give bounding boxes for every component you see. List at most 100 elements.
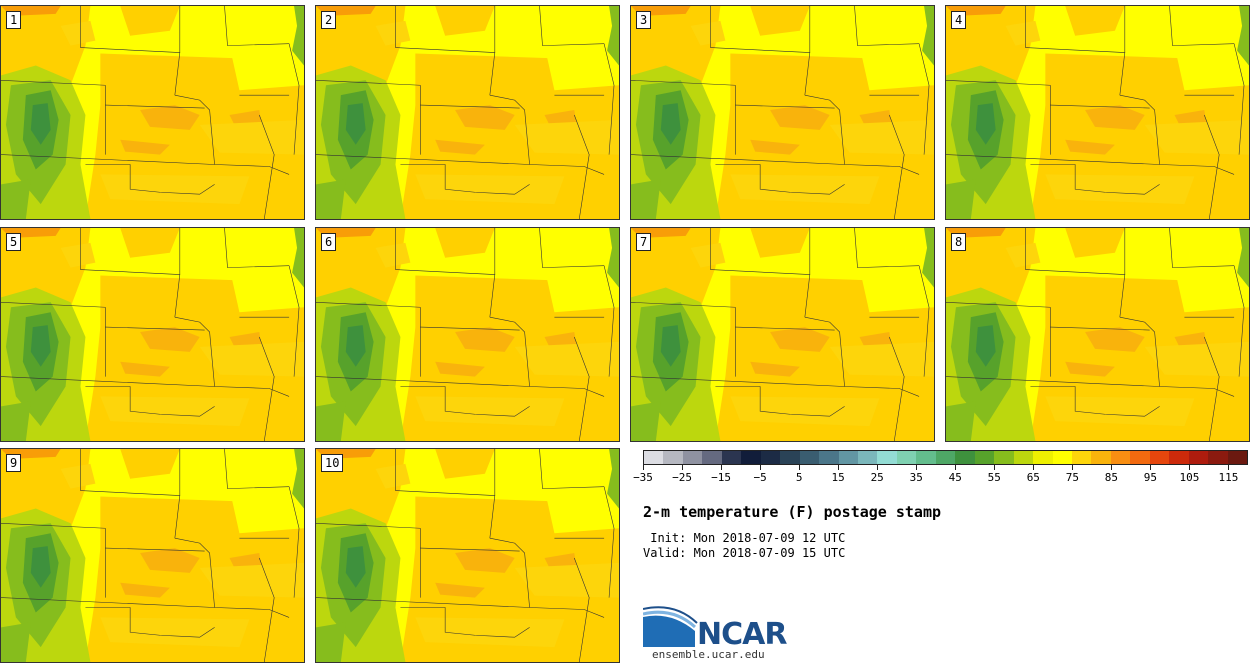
colorbar-tick-label: 35 <box>909 471 923 484</box>
colorbar-swatch <box>877 451 897 464</box>
map-image <box>1 228 304 441</box>
colorbar-swatch <box>644 451 664 464</box>
colorbar-swatch <box>1188 451 1209 464</box>
map-image <box>1 449 304 662</box>
colorbar-swatch <box>1071 451 1092 464</box>
colorbar-swatch <box>702 451 722 464</box>
colorbar-tick <box>877 465 879 470</box>
colorbar-tick <box>1228 465 1230 470</box>
colorbar-swatch <box>682 451 703 464</box>
init-time: Init: Mon 2018-07-09 12 UTC <box>643 531 846 545</box>
stamp-panel[interactable]: 4 <box>945 5 1250 220</box>
colorbar-tick-label: 25 <box>870 471 884 484</box>
colorbar-tick <box>682 465 684 470</box>
stamp-label: 2 <box>321 11 337 29</box>
colorbar-tick-label: 5 <box>795 471 803 484</box>
colorbar-swatch <box>1033 451 1053 464</box>
colorbar-tick <box>721 465 723 470</box>
colorbar-tick-label: −25 <box>672 471 692 484</box>
colorbar-swatch <box>1208 451 1228 464</box>
colorbar-swatch <box>1149 451 1170 464</box>
colorbar-tick-label: 115 <box>1218 471 1239 484</box>
colorbar-tick <box>799 465 801 470</box>
colorbar-swatch <box>760 451 781 464</box>
colorbar-tick <box>760 465 762 470</box>
colorbar-tick <box>1189 465 1191 470</box>
colorbar-tick-label: −5 <box>753 471 767 484</box>
colorbar-swatch <box>799 451 820 464</box>
stamp-panel[interactable]: 7 <box>630 227 935 442</box>
map-image <box>631 6 934 219</box>
colorbar-tick-label: 85 <box>1104 471 1118 484</box>
colorbar-swatch <box>1110 451 1131 464</box>
colorbar-tick <box>955 465 957 470</box>
map-image <box>316 228 619 441</box>
map-image <box>1 6 304 219</box>
colorbar-tick-label: −15 <box>711 471 731 484</box>
colorbar-swatch <box>780 451 800 464</box>
colorbar-tick <box>1072 465 1074 470</box>
stamp-panel[interactable]: 8 <box>945 227 1250 442</box>
stamp-panel[interactable]: 6 <box>315 227 620 442</box>
colorbar-tick-label: 65 <box>1026 471 1040 484</box>
ncar-logo-icon <box>643 606 698 647</box>
colorbar-swatch <box>896 451 917 464</box>
stamp-panel[interactable]: 3 <box>630 5 935 220</box>
colorbar-swatch <box>663 451 683 464</box>
colorbar-swatch <box>1169 451 1189 464</box>
colorbar-swatch <box>1052 451 1072 464</box>
colorbar-tick-label: −35 <box>633 471 653 484</box>
colorbar-swatch <box>935 451 956 464</box>
map-image <box>316 449 619 662</box>
colorbar-tick <box>838 465 840 470</box>
stamp-panel[interactable]: 10 <box>315 448 620 663</box>
colorbar-tick <box>994 465 996 470</box>
colorbar-swatch <box>1227 451 1248 464</box>
chart-title: 2-m temperature (F) postage stamp <box>643 503 942 521</box>
stamp-label: 8 <box>951 233 967 251</box>
colorbar-tick-label: 95 <box>1143 471 1158 484</box>
colorbar-swatch <box>1130 451 1150 464</box>
colorbar-tick-label: 75 <box>1065 471 1079 484</box>
stamp-label: 3 <box>636 11 652 29</box>
map-image <box>946 228 1249 441</box>
colorbar-swatch <box>955 451 975 464</box>
map-image <box>946 6 1249 219</box>
colorbar-tick-label: 15 <box>831 471 845 484</box>
colorbar-tick <box>916 465 918 470</box>
valid-time: Valid: Mon 2018-07-09 15 UTC <box>643 546 846 560</box>
colorbar-tick-label: 45 <box>948 471 962 484</box>
colorbar-tick <box>1150 465 1152 470</box>
stamp-panel[interactable]: 5 <box>0 227 305 442</box>
map-image <box>631 228 934 441</box>
stamp-label: 9 <box>6 454 22 472</box>
colorbar-swatch <box>1091 451 1111 464</box>
colorbar-swatch <box>916 451 936 464</box>
colorbar-swatch <box>994 451 1014 464</box>
colorbar-tick <box>1111 465 1113 470</box>
colorbar-swatch <box>741 451 761 464</box>
stamp-label: 10 <box>321 454 344 472</box>
colorbar-swatch <box>721 451 742 464</box>
stamp-label: 4 <box>951 11 967 29</box>
colorbar-tick <box>1033 465 1035 470</box>
stamp-panel[interactable]: 9 <box>0 448 305 663</box>
stamp-panel[interactable]: 2 <box>315 5 620 220</box>
colorbar-swatch <box>838 451 858 464</box>
colorbar <box>643 450 1248 465</box>
colorbar-swatch <box>857 451 878 464</box>
map-image <box>316 6 619 219</box>
colorbar-tick-label: 55 <box>987 471 1001 484</box>
stamp-panel[interactable]: 1 <box>0 5 305 220</box>
colorbar-swatch <box>819 451 839 464</box>
colorbar-tick <box>643 465 644 470</box>
stamp-label: 1 <box>6 11 22 29</box>
colorbar-ticks: −35 −25 −15 −5 5 15 25 35 45 55 65 75 85 95 105 115 <box>633 465 1248 487</box>
colorbar-swatch <box>1013 451 1034 464</box>
stamp-label: 6 <box>321 233 337 251</box>
logo-url[interactable]: ensemble.ucar.edu <box>652 648 765 661</box>
logo-text: NCAR <box>697 617 787 652</box>
colorbar-swatch <box>974 451 995 464</box>
stamp-label: 5 <box>6 233 22 251</box>
colorbar-tick-label: 105 <box>1179 471 1200 484</box>
